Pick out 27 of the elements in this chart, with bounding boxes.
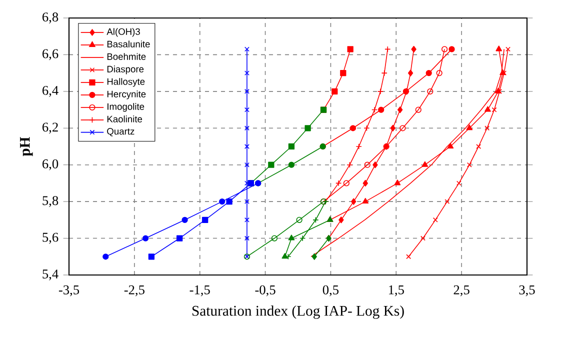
x-axis-title: Saturation index (Log IAP- Log Ks)	[192, 305, 404, 319]
x-tick-label: 3,5	[519, 285, 535, 296]
legend-label: Quartz	[107, 128, 134, 136]
legend-label: Kaolinite	[107, 116, 142, 122]
y-tick-label: 6,6	[42, 49, 58, 60]
legend-label: Diaspore	[107, 66, 144, 74]
legend-label: Boehmite	[107, 53, 146, 60]
y-tick-label: 6,0	[42, 159, 58, 170]
x-tick-label: 1,5	[388, 285, 404, 296]
y-tick-label: 6,2	[42, 122, 58, 134]
legend-label: Hallosyte	[107, 78, 145, 87]
legend-label: Basalunite	[107, 40, 150, 48]
y-tick-label: 5,8	[42, 196, 58, 208]
y-axis-title: pH	[20, 136, 33, 156]
x-tick-label: -3,5	[58, 285, 80, 296]
y-tick-label: 5,6	[42, 232, 58, 244]
y-tick-label: 6,4	[42, 86, 58, 97]
x-tick-label: 2,5	[454, 285, 470, 296]
y-tick-label: 6,8	[42, 12, 58, 24]
legend-label: Hercynite	[107, 90, 146, 100]
x-tick-label: 0,5	[322, 285, 339, 296]
x-tick-label: -1,5	[190, 285, 210, 296]
y-tick-label: 5,4	[42, 270, 58, 280]
legend-label: Al(OH)3	[106, 28, 140, 37]
x-tick-label: -2,5	[124, 285, 144, 296]
legend-label: Imogolite	[108, 103, 144, 112]
x-tick-label: -0,5	[255, 285, 276, 296]
